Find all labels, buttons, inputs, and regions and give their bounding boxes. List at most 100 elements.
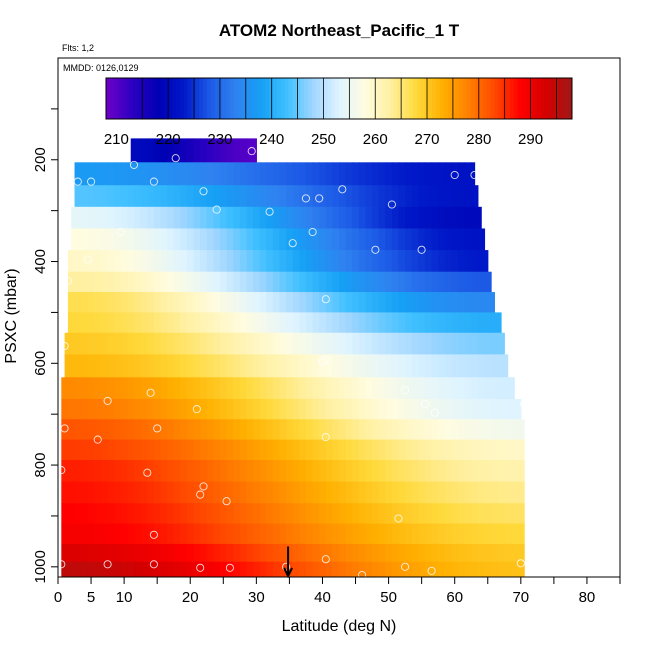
- heatmap-cell: [398, 292, 406, 313]
- heatmap-cell: [120, 162, 129, 186]
- heatmap-row: [67, 312, 502, 334]
- heatmap-cell: [477, 459, 486, 482]
- heatmap-cell: [484, 332, 492, 355]
- sample-point: [149, 560, 158, 569]
- heatmap-cell: [87, 398, 95, 420]
- heatmap-cell: [378, 228, 386, 251]
- heatmap-cell: [173, 162, 181, 186]
- heatmap-cell: [160, 206, 168, 229]
- heatmap-cell: [477, 543, 486, 563]
- sample-point: [358, 570, 367, 580]
- colorbar-segment: [373, 78, 379, 119]
- heatmap-cell: [114, 332, 122, 355]
- heatmap-cell: [140, 377, 148, 400]
- heatmap-cell: [186, 185, 195, 208]
- heatmap-cell: [365, 503, 373, 524]
- heatmap-cell: [246, 206, 254, 229]
- heatmap-cell: [352, 206, 360, 229]
- heatmap-cell: [477, 292, 486, 313]
- heatmap-cell: [510, 439, 519, 461]
- heatmap-cell: [134, 543, 142, 563]
- heatmap-cell: [153, 206, 162, 229]
- heatmap-cell: [173, 312, 181, 334]
- heatmap-cell: [219, 377, 228, 400]
- heatmap-cell: [319, 332, 327, 355]
- heatmap-cell: [114, 228, 122, 251]
- heatmap-cell: [226, 523, 234, 545]
- heatmap-cell: [272, 543, 281, 563]
- heatmap-cell: [94, 185, 102, 208]
- heatmap-cell: [497, 377, 505, 400]
- heatmap-cell: [167, 138, 175, 163]
- heatmap-cell: [206, 292, 214, 313]
- heatmap-cell: [266, 162, 274, 186]
- heatmap-cell: [160, 138, 168, 163]
- heatmap-cell: [477, 503, 486, 524]
- heatmap-cell: [424, 271, 433, 293]
- heatmap-cell: [266, 354, 274, 378]
- heatmap-row: [61, 398, 522, 420]
- heatmap-cell: [372, 354, 380, 378]
- heatmap-cell: [120, 185, 129, 208]
- colorbar-segment: [420, 78, 425, 119]
- heatmap-cell: [253, 185, 261, 208]
- heatmap-cell: [497, 523, 505, 545]
- heatmap-cell: [372, 332, 380, 355]
- heatmap-cell: [279, 398, 287, 420]
- heatmap-cell: [352, 459, 360, 482]
- heatmap-cell: [458, 250, 466, 273]
- heatmap-cell: [140, 332, 148, 355]
- heatmap-cell: [272, 292, 281, 313]
- x-tick-label: 0: [54, 589, 62, 606]
- heatmap-cell: [160, 419, 168, 441]
- heatmap-cell: [391, 503, 400, 524]
- sample-point: [199, 482, 208, 491]
- heatmap-cell: [431, 312, 439, 334]
- heatmap-cell: [305, 250, 314, 273]
- heatmap-cell: [107, 271, 115, 293]
- sample-point: [143, 468, 152, 477]
- heatmap-cell: [378, 523, 386, 545]
- heatmap-cell: [140, 523, 148, 545]
- heatmap-cell: [319, 503, 327, 524]
- heatmap-cell: [279, 419, 287, 441]
- sample-point: [60, 341, 69, 351]
- heatmap-cell: [272, 354, 281, 378]
- heatmap-cell: [305, 481, 314, 504]
- heatmap-cell: [107, 292, 115, 313]
- heatmap-cell: [418, 419, 426, 441]
- heatmap-cell: [418, 503, 426, 524]
- heatmap-cell: [186, 332, 195, 355]
- heatmap-cell: [279, 459, 287, 482]
- heatmap-cell: [107, 206, 115, 229]
- colorbar-segment: [160, 78, 165, 119]
- heatmap-cell: [358, 354, 367, 378]
- sample-point: [371, 245, 380, 254]
- colorbar: 210 220 230 240 250 260 270 280 290: [104, 77, 573, 148]
- heatmap-cell: [167, 377, 175, 400]
- heatmap-cell: [438, 398, 446, 420]
- sample-point: [153, 424, 162, 433]
- heatmap-cell: [391, 561, 400, 578]
- heatmap-cell: [325, 398, 333, 420]
- heatmap-cell: [94, 439, 102, 461]
- heatmap-cell: [120, 419, 129, 441]
- heatmap-cell: [444, 312, 452, 334]
- heatmap-cell: [444, 162, 452, 186]
- heatmap-cell: [160, 377, 168, 400]
- heatmap-cell: [477, 250, 486, 273]
- heatmap-cell: [81, 292, 89, 313]
- plot-frame: [57, 57, 621, 578]
- colorbar-segment: [257, 78, 262, 119]
- heatmap-cell: [345, 523, 353, 545]
- heatmap-cell: [438, 292, 446, 313]
- heatmap-cell: [491, 503, 499, 524]
- heatmap-cell: [246, 185, 254, 208]
- heatmap-cell: [127, 503, 135, 524]
- heatmap-cell: [286, 312, 294, 334]
- heatmap-cell: [167, 354, 175, 378]
- heatmap-cell: [464, 459, 472, 482]
- heatmap-cell: [411, 332, 419, 355]
- heatmap-cell: [193, 354, 201, 378]
- colorbar-segment: [323, 78, 328, 119]
